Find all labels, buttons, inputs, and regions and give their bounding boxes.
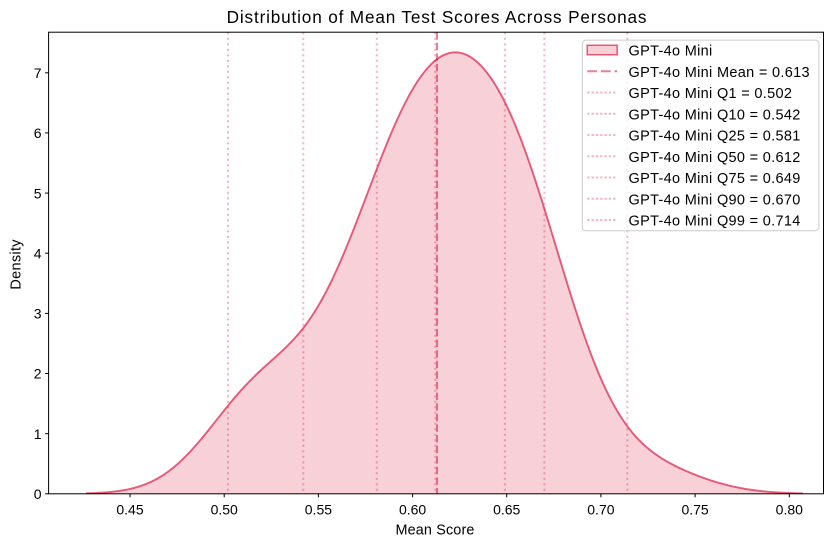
svg-text:0.50: 0.50 [211,502,238,518]
svg-text:0: 0 [34,486,42,502]
svg-text:GPT-4o Mini Q1 = 0.502: GPT-4o Mini Q1 = 0.502 [629,86,793,102]
svg-text:0.75: 0.75 [681,502,708,518]
svg-text:7: 7 [34,65,42,81]
svg-text:Density: Density [9,239,25,290]
svg-text:GPT-4o Mini Q90 = 0.670: GPT-4o Mini Q90 = 0.670 [629,192,801,208]
svg-text:2: 2 [34,366,42,382]
svg-text:GPT-4o Mini: GPT-4o Mini [629,44,713,60]
svg-text:GPT-4o Mini Q99 = 0.714: GPT-4o Mini Q99 = 0.714 [629,214,801,230]
svg-text:0.55: 0.55 [305,502,332,518]
svg-text:GPT-4o Mini Q10 = 0.542: GPT-4o Mini Q10 = 0.542 [629,107,801,123]
svg-text:GPT-4o Mini Q25 = 0.581: GPT-4o Mini Q25 = 0.581 [629,129,801,145]
svg-text:4: 4 [34,245,42,261]
svg-text:0.70: 0.70 [587,502,614,518]
svg-text:1: 1 [34,426,42,442]
svg-text:GPT-4o Mini Mean = 0.613: GPT-4o Mini Mean = 0.613 [629,65,810,81]
svg-text:0.65: 0.65 [493,502,520,518]
svg-text:6: 6 [34,125,42,141]
svg-text:Mean Score: Mean Score [395,522,474,538]
svg-text:5: 5 [34,185,42,201]
svg-text:GPT-4o Mini Q50 = 0.612: GPT-4o Mini Q50 = 0.612 [629,150,801,166]
svg-text:3: 3 [34,306,42,322]
svg-text:GPT-4o Mini Q75 = 0.649: GPT-4o Mini Q75 = 0.649 [629,171,801,187]
svg-text:0.45: 0.45 [116,502,143,518]
svg-text:Distribution of Mean Test Scor: Distribution of Mean Test Scores Across … [227,7,648,27]
svg-text:0.80: 0.80 [776,502,803,518]
svg-text:0.60: 0.60 [399,502,426,518]
